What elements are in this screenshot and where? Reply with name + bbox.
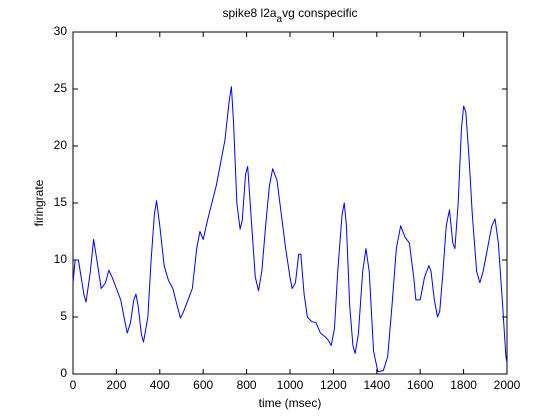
y-tick-label: 25 xyxy=(54,81,68,95)
y-axis-label: firingrate xyxy=(32,179,46,226)
title-subscript: a xyxy=(277,14,283,25)
y-tick-label: 10 xyxy=(54,252,68,266)
x-tick-label: 400 xyxy=(150,378,170,392)
x-tick-label: 1600 xyxy=(407,378,434,392)
data-line xyxy=(72,86,508,373)
y-tick-label: 0 xyxy=(60,366,67,380)
y-tick-label: 20 xyxy=(54,138,68,152)
x-tick-label: 600 xyxy=(193,378,213,392)
x-axis-label: time (msec) xyxy=(259,396,322,410)
y-tick-label: 30 xyxy=(54,24,68,38)
chart-title: spike8 l2aavg conspecific xyxy=(223,6,358,24)
x-tick-label: 0 xyxy=(70,378,77,392)
x-tick-label: 800 xyxy=(237,378,257,392)
x-tick-label: 1200 xyxy=(320,378,347,392)
y-tick-label: 5 xyxy=(60,309,67,323)
x-tick-label: 1000 xyxy=(277,378,304,392)
plot-area xyxy=(72,31,508,375)
x-tick-label: 200 xyxy=(106,378,126,392)
x-tick-label: 1800 xyxy=(450,378,477,392)
x-tick-label: 1400 xyxy=(363,378,390,392)
y-tick-label: 15 xyxy=(54,195,68,209)
title-part: spike8 l2a xyxy=(223,6,277,20)
title-part: vg conspecific xyxy=(282,6,357,20)
x-tick-label: 2000 xyxy=(494,378,521,392)
